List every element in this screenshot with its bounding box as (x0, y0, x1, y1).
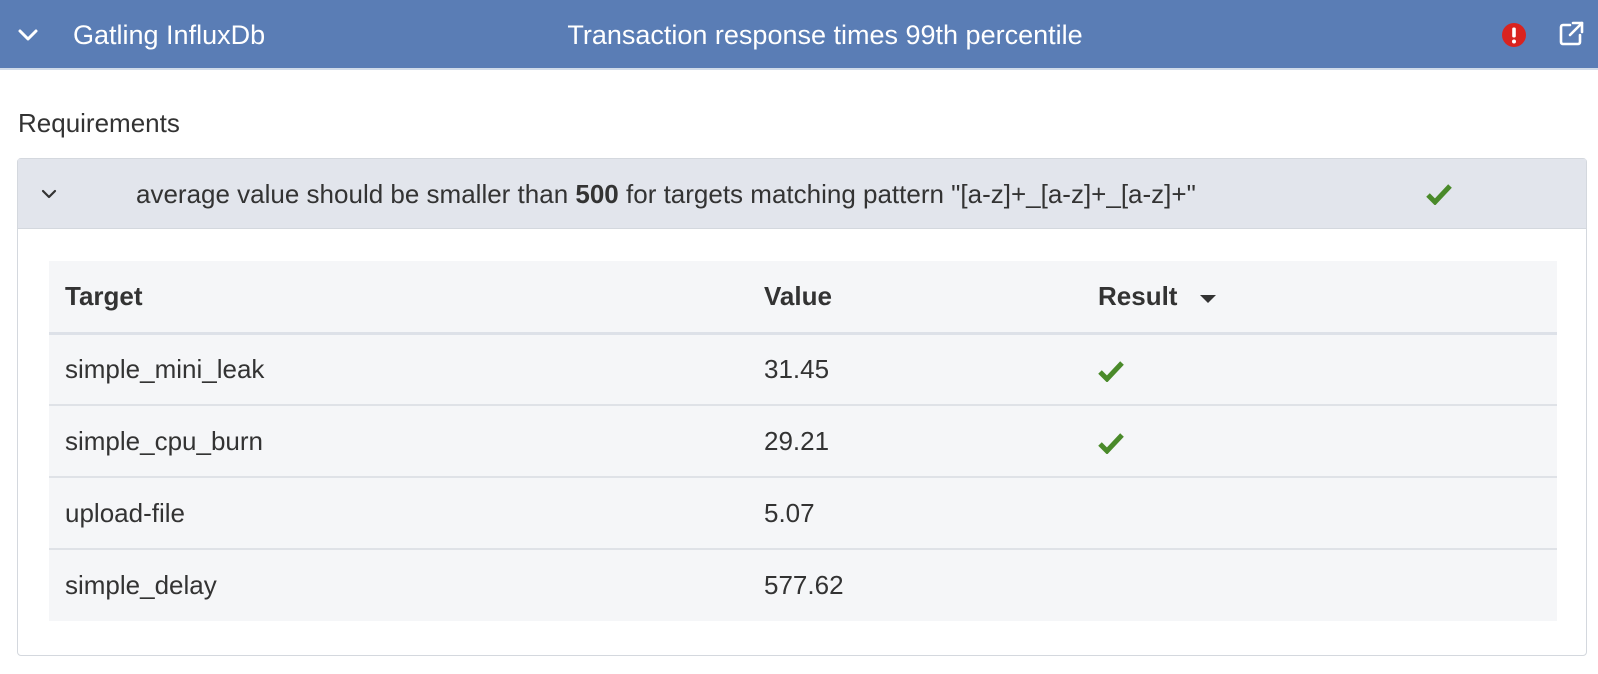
requirement-text-end: for targets matching pattern "[a-z]+_[a-… (618, 179, 1196, 209)
column-header-result-label: Result (1098, 280, 1178, 311)
row-target: simple_delay (65, 570, 217, 600)
panel-header-bar: Gatling InfluxDb Transaction response ti… (0, 0, 1598, 70)
sort-desc-icon[interactable] (1199, 292, 1217, 304)
row-value: 29.21 (748, 405, 1082, 478)
alert-icon[interactable] (1501, 22, 1527, 48)
row-target: upload-file (49, 477, 748, 550)
table-row: simple_mini_leak 31.45 (49, 333, 1557, 406)
row-target: simple_mini_leak (49, 333, 748, 406)
requirement-header[interactable]: average value should be smaller than 500… (18, 159, 1586, 229)
row-target: simple_cpu_burn (49, 405, 748, 478)
check-icon (1426, 184, 1452, 205)
section-title: Requirements (18, 108, 180, 138)
panel-title: Transaction response times 99th percenti… (567, 20, 1083, 50)
datasource-name: Gatling InfluxDb (73, 20, 266, 50)
column-header-target[interactable]: Target (49, 261, 748, 335)
row-value: 5.07 (748, 477, 1082, 550)
table-row: simple_delay 577.62 (49, 549, 1557, 621)
requirement-text-start: average value should be smaller than (136, 179, 576, 209)
chevron-down-icon[interactable] (16, 23, 40, 47)
requirement-description: average value should be smaller than 500… (136, 159, 1196, 229)
requirement-panel: average value should be smaller than 500… (17, 158, 1587, 656)
table-row: upload-file 5.07 (49, 477, 1557, 550)
column-header-value[interactable]: Value (748, 261, 1082, 335)
row-result (1082, 333, 1557, 406)
row-result (1082, 549, 1557, 621)
row-value: 577.62 (764, 570, 844, 600)
external-link-icon[interactable] (1557, 20, 1585, 48)
requirement-threshold: 500 (575, 179, 619, 209)
chevron-down-icon[interactable] (40, 185, 58, 203)
check-icon (1098, 361, 1124, 382)
row-result (1082, 405, 1557, 478)
table-header-row: Target Value Result (49, 261, 1557, 335)
table-row: simple_cpu_burn 29.21 (49, 405, 1557, 478)
row-value: 31.45 (748, 333, 1082, 406)
results-table: Target Value Result simple_mini_leak 31.… (49, 261, 1557, 621)
row-result (1082, 477, 1557, 550)
check-icon (1098, 432, 1124, 454)
column-header-result[interactable]: Result (1082, 261, 1557, 335)
